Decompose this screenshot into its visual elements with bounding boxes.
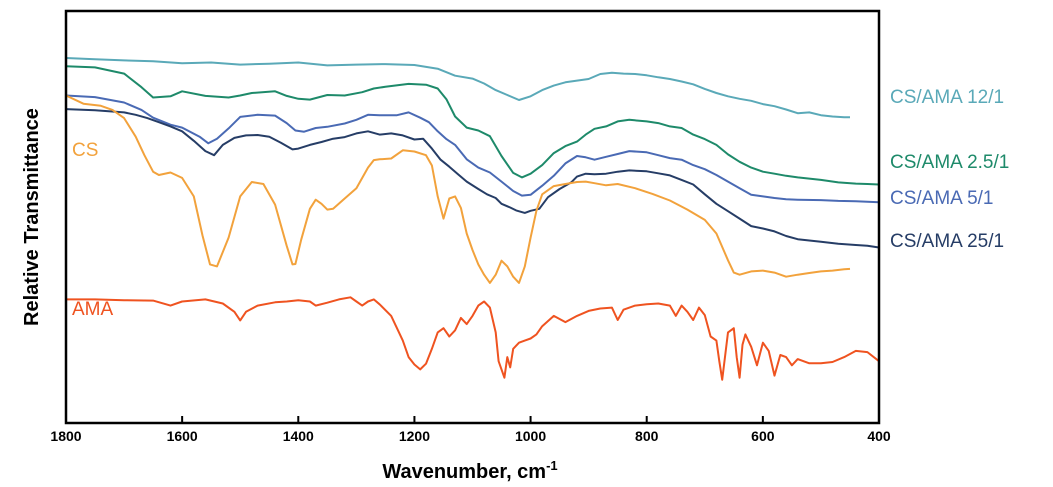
- x-tick-label: 400: [867, 428, 891, 444]
- series-line-cs-ama-25-1: [65, 108, 880, 249]
- series-label-cs-ama-25-1: CS/AMA 25/1: [890, 231, 1004, 252]
- x-tick-label: 1400: [283, 428, 314, 444]
- x-axis-title-text: Wavenumber, cm: [382, 461, 546, 483]
- series-label-cs: CS: [72, 140, 98, 161]
- plot-frame: [64, 9, 881, 425]
- y-axis-title: Relative Transmittance: [21, 108, 43, 326]
- x-tick-label: 1000: [515, 428, 546, 444]
- series-label-ama: AMA: [72, 299, 114, 320]
- x-axis-ticks: 1800 1600 1400 1200 1000 800 600 400: [50, 416, 891, 444]
- series-line-ama: [66, 296, 880, 381]
- x-tick-label: 1200: [399, 428, 430, 444]
- x-tick-label: 600: [751, 428, 775, 444]
- x-tick-label: 800: [635, 428, 659, 444]
- series-line-cs: [65, 94, 851, 284]
- series-labels: CS/AMA 12/1 CS/AMA 2.5/1 CS/AMA 5/1 CS/AMA …: [72, 87, 1009, 320]
- series-label-cs-ama-2-5-1: CS/AMA 2.5/1: [890, 152, 1009, 173]
- series-line-cs-ama-5-1: [65, 94, 880, 204]
- series-line-cs-ama-2-5-1: [65, 65, 880, 186]
- x-axis-title-superscript: -1: [546, 458, 558, 473]
- series-line-cs-ama-12-1: [65, 57, 850, 119]
- series-label-cs-ama-5-1: CS/AMA 5/1: [890, 188, 994, 209]
- x-tick-label: 1600: [167, 428, 198, 444]
- series-layer: [65, 57, 880, 381]
- series-label-cs-ama-12-1: CS/AMA 12/1: [890, 87, 1004, 108]
- x-axis-title: Wavenumber, cm-1: [382, 458, 557, 483]
- x-tick-label: 1800: [50, 428, 81, 444]
